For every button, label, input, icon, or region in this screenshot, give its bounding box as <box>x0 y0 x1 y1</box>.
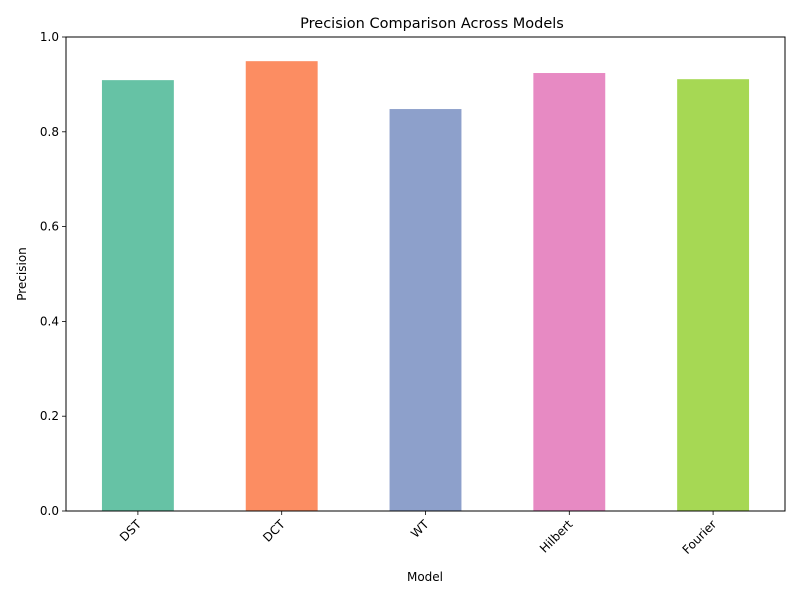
y-axis-label: Precision <box>15 247 29 301</box>
x-axis-label: Model <box>407 570 443 584</box>
bar-dst <box>101 80 174 511</box>
y-axis-ticks: 0.0 0.2 0.4 0.6 0.8 1.0 <box>40 30 66 518</box>
plot-area-frame <box>65 36 786 512</box>
bar-wt <box>389 109 462 511</box>
y-tick-label: 0.2 <box>40 409 59 423</box>
y-tick-label: 0.6 <box>40 220 59 234</box>
y-tick-label: 0.8 <box>40 125 59 139</box>
bar-hilbert <box>533 73 606 512</box>
chart-title: Precision Comparison Across Models <box>300 16 564 32</box>
y-tick-label: 1.0 <box>40 30 59 44</box>
y-tick-label: 0.0 <box>40 504 59 518</box>
bar-fourier <box>677 79 750 511</box>
y-tick-label: 0.4 <box>40 314 59 328</box>
bar-dct <box>245 61 318 511</box>
bars-group <box>101 61 750 512</box>
